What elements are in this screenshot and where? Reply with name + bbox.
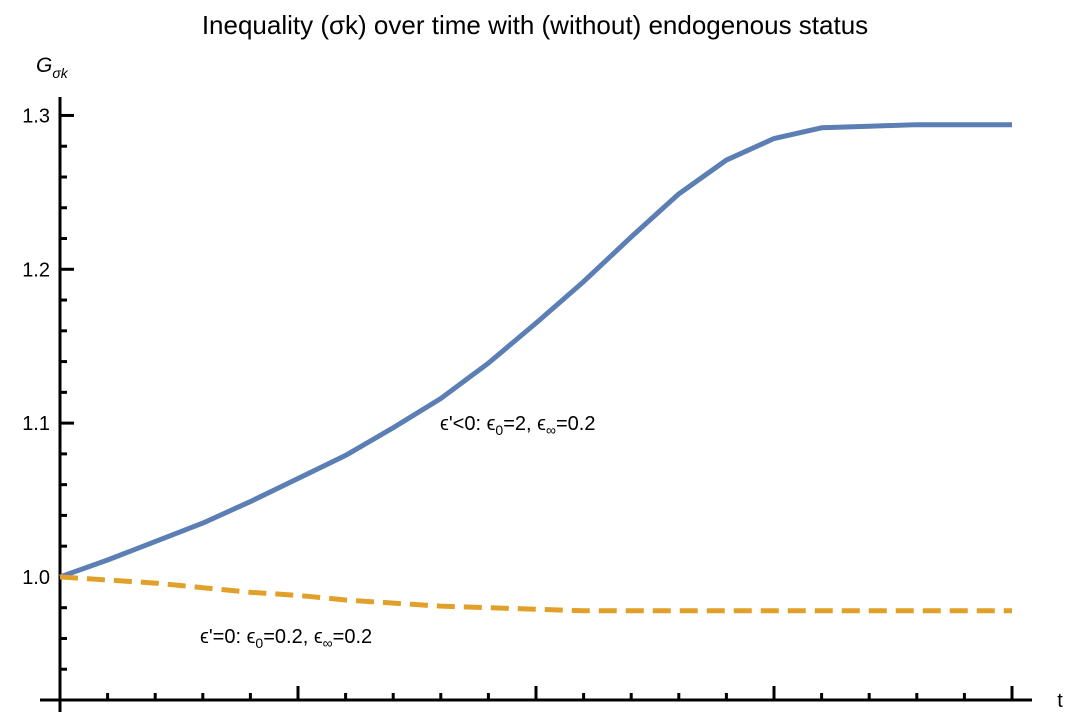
annotation-text: =2, ϵ bbox=[503, 413, 546, 435]
annotation-text: =0.2, ϵ bbox=[263, 626, 323, 648]
y-tick-label: 1.1 bbox=[22, 413, 50, 435]
y-label-sub: σk bbox=[52, 65, 68, 81]
annotation-text: =0.2 bbox=[333, 626, 372, 648]
y-axis-label: Gσk bbox=[36, 54, 69, 81]
y-tick-label: 1.3 bbox=[22, 105, 50, 127]
y-tick-label: 1.0 bbox=[22, 567, 50, 589]
series-line bbox=[59, 574, 1012, 614]
annotation: ϵ'<0: ϵ0=2, ϵ∞=0.2 bbox=[440, 413, 595, 438]
annotation-text: =0.2 bbox=[556, 413, 595, 435]
annotation-sub: 0 bbox=[495, 422, 503, 438]
y-tick-label: 1.2 bbox=[22, 259, 50, 281]
annotation: ϵ'=0: ϵ0=0.2, ϵ∞=0.2 bbox=[200, 626, 372, 651]
annotation-sub: ∞ bbox=[323, 635, 333, 651]
series-line bbox=[59, 122, 1012, 580]
annotation-sub: 0 bbox=[255, 635, 263, 651]
x-axis-label: t bbox=[1057, 690, 1063, 712]
annotation-sub: ∞ bbox=[546, 422, 556, 438]
y-label-main: G bbox=[36, 54, 52, 77]
annotation-text: ϵ'<0: ϵ bbox=[440, 413, 496, 435]
annotation-text: ϵ'=0: ϵ bbox=[200, 626, 256, 648]
chart-title: Inequality (σk) over time with (without)… bbox=[202, 10, 868, 40]
